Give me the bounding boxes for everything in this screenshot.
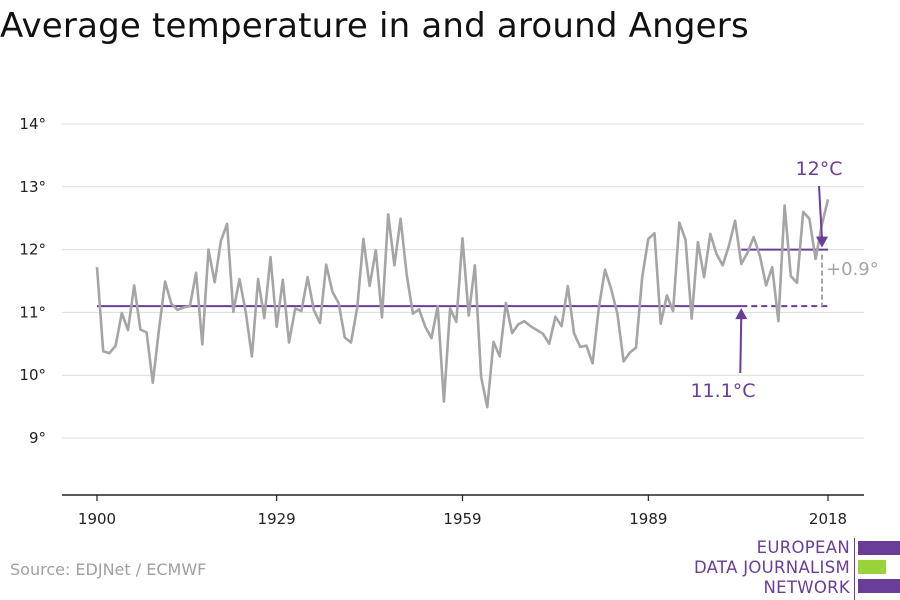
- logo-line-3: NETWORK: [763, 578, 850, 597]
- logo-bar-purple-1: [858, 541, 900, 555]
- annotation-12c-label: 12°C: [796, 158, 843, 180]
- y-tick-label-9: 9°: [29, 429, 46, 447]
- x-axis-ticks: 1900 1929 1959 1989 2018: [78, 495, 847, 528]
- annotation-11-1c-arrowhead: [735, 308, 748, 320]
- x-tick-label-1900: 1900: [78, 510, 116, 528]
- y-tick-label-10: 10°: [19, 366, 46, 384]
- edjnet-logo: EUROPEAN DATA JOURNALISM NETWORK: [694, 538, 900, 600]
- x-tick-label-1989: 1989: [629, 510, 667, 528]
- logo-line-2: DATA JOURNALISM: [693, 558, 850, 577]
- x-tick-label-1959: 1959: [443, 510, 481, 528]
- annotations: 12°C 11.1°C +0.9°: [690, 158, 878, 402]
- annotation-12c-arrowhead: [816, 236, 828, 248]
- source-note: Source: EDJNet / ECMWF: [10, 560, 207, 579]
- y-tick-label-11: 11°: [19, 303, 46, 321]
- x-tick-label-2018: 2018: [809, 510, 847, 528]
- y-tick-label-14: 14°: [19, 115, 46, 133]
- y-tick-label-13: 13°: [19, 178, 46, 196]
- annotation-11-1c-arrow-line: [739, 316, 743, 374]
- annotation-11-1c-label: 11.1°C: [690, 380, 755, 402]
- series-layer: [95, 199, 830, 409]
- annotation-delta-label: +0.9°: [826, 259, 879, 280]
- annotation-12c-arrow-line: [818, 185, 823, 240]
- y-axis-labels: 9° 10° 11° 12° 13° 14°: [19, 115, 46, 447]
- x-tick-label-1929: 1929: [258, 510, 296, 528]
- chart-title: Average temperature in and around Angers: [0, 6, 749, 46]
- temperature-series-line: [95, 199, 830, 409]
- logo-separator: [854, 538, 855, 600]
- logo-bar-purple-2: [858, 579, 900, 593]
- logo-bar-green: [858, 560, 886, 574]
- y-tick-label-12: 12°: [19, 241, 46, 259]
- logo-line-1: EUROPEAN: [756, 538, 850, 557]
